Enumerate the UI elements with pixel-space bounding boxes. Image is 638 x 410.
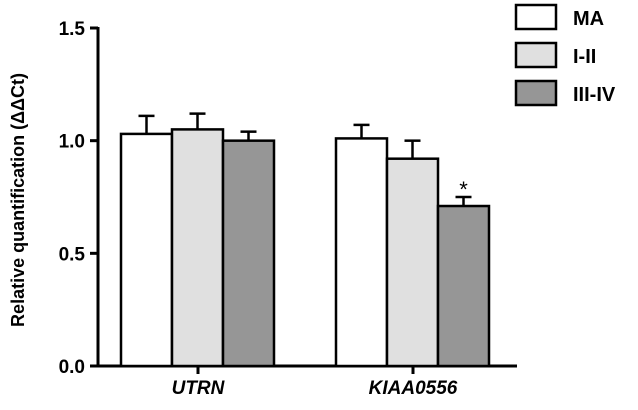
legend-label: I-II [573,46,596,68]
x-tick-label: KIAA0556 [369,378,458,399]
legend-label: III-IV [573,84,616,106]
bar [170,128,225,368]
legend-swatch [514,41,558,69]
bar [436,204,491,368]
y-tick-label: 1.5 [59,19,86,40]
legend: MA I-II III-IV [514,3,616,107]
y-tick-label: 1.0 [59,132,85,153]
y-axis: 0.0 0.5 1.0 1.5 [59,19,100,378]
y-tick-label: 0.0 [59,357,85,378]
bar [385,157,440,368]
legend-swatch [514,79,558,107]
bars: * [119,112,491,368]
bar [119,132,174,368]
x-tick-label: UTRN [172,378,226,399]
bar [221,139,276,368]
bar [334,137,389,368]
y-tick-label: 0.5 [59,244,86,265]
legend-swatch [514,3,558,31]
legend-label: MA [573,8,604,30]
y-axis-label: Relative quantification (ΔΔCt) [8,73,28,327]
x-axis: UTRN KIAA0556 [97,364,517,399]
significance-marker: * [459,177,468,202]
